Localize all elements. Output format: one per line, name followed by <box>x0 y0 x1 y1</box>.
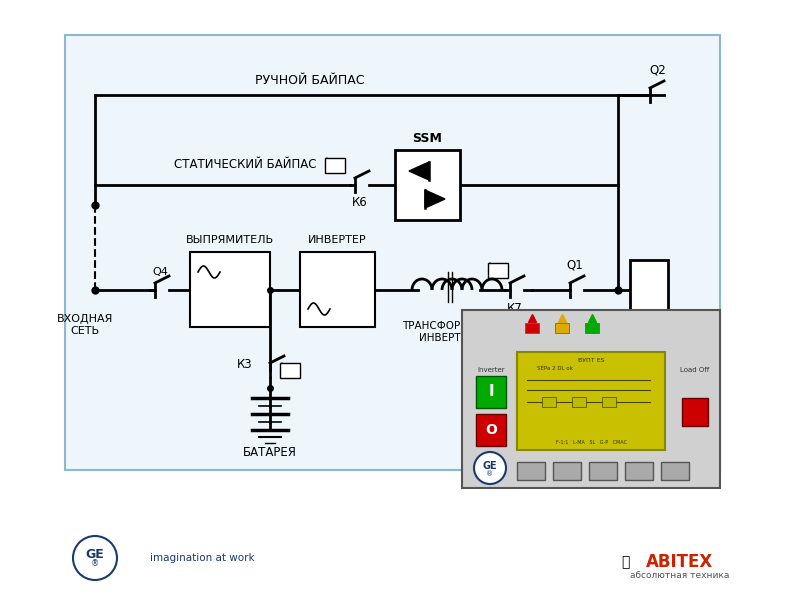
Bar <box>630 260 668 320</box>
Text: К7: К7 <box>507 301 523 314</box>
Bar <box>572 397 586 407</box>
Text: I: I <box>488 385 494 400</box>
Bar <box>682 398 708 426</box>
Text: ВЫПРЯМИТЕЛЬ: ВЫПРЯМИТЕЛЬ <box>186 235 274 245</box>
Text: ®: ® <box>91 559 99 569</box>
Circle shape <box>73 536 117 580</box>
Bar <box>190 252 270 327</box>
Text: ВУПТ ЕS: ВУПТ ЕS <box>578 358 604 362</box>
Text: БАТАРЕЯ: БАТАРЕЯ <box>243 445 297 458</box>
Text: 🖥: 🖥 <box>621 555 629 569</box>
Text: O: O <box>485 423 497 437</box>
Bar <box>325 158 345 173</box>
Text: GE: GE <box>482 461 498 471</box>
Text: ABITEX: ABITEX <box>646 553 714 571</box>
Text: ВХОДНАЯ
СЕТЬ: ВХОДНАЯ СЕТЬ <box>57 314 113 336</box>
Text: Q1: Q1 <box>566 259 583 271</box>
Bar <box>542 397 556 407</box>
Bar <box>517 352 665 450</box>
Text: Inverter: Inverter <box>477 367 505 373</box>
Bar <box>661 462 689 480</box>
Bar <box>300 252 375 327</box>
Bar <box>555 323 569 333</box>
Bar <box>525 323 539 333</box>
Text: Load Off: Load Off <box>680 367 710 373</box>
Bar <box>280 363 300 378</box>
Bar <box>602 397 616 407</box>
Text: К6: К6 <box>352 196 368 209</box>
Text: ИНВЕРТЕР: ИНВЕРТЕР <box>308 235 366 245</box>
Text: РУЧНОЙ БАЙПАС: РУЧНОЙ БАЙПАС <box>255 73 365 86</box>
Text: SSM: SSM <box>412 131 442 145</box>
Bar <box>462 310 720 488</box>
Text: абсолютная техника: абсолютная техника <box>630 571 730 581</box>
Text: imagination at work: imagination at work <box>150 553 254 563</box>
Bar <box>395 150 460 220</box>
Bar <box>65 35 720 470</box>
Text: СТАТИЧЕСКИЙ БАЙПАС: СТАТИЧЕСКИЙ БАЙПАС <box>174 158 316 172</box>
Polygon shape <box>409 162 429 180</box>
Bar <box>476 414 506 446</box>
Circle shape <box>474 452 506 484</box>
Text: F-1:1   L-MA   SL   G-P   CМАС: F-1:1 L-MA SL G-P CМАС <box>555 439 626 445</box>
Text: Q2: Q2 <box>650 64 666 76</box>
Text: ®: ® <box>486 471 494 477</box>
Text: НАГРУЗКА: НАГРУЗКА <box>618 328 680 340</box>
Bar <box>553 462 581 480</box>
Bar <box>476 376 506 408</box>
Text: GE: GE <box>86 547 104 560</box>
Bar <box>517 462 545 480</box>
Text: К3: К3 <box>236 358 252 371</box>
Bar <box>589 462 617 480</box>
Bar <box>585 323 599 333</box>
Bar <box>625 462 653 480</box>
Text: SÉPa 2 DL ok: SÉPa 2 DL ok <box>537 365 573 371</box>
Text: ТРАНСФОРМАТОР
ИНВЕРТЕРА: ТРАНСФОРМАТОР ИНВЕРТЕРА <box>402 321 498 343</box>
Polygon shape <box>425 190 445 208</box>
Bar <box>488 263 508 278</box>
Text: Q4: Q4 <box>152 267 168 277</box>
